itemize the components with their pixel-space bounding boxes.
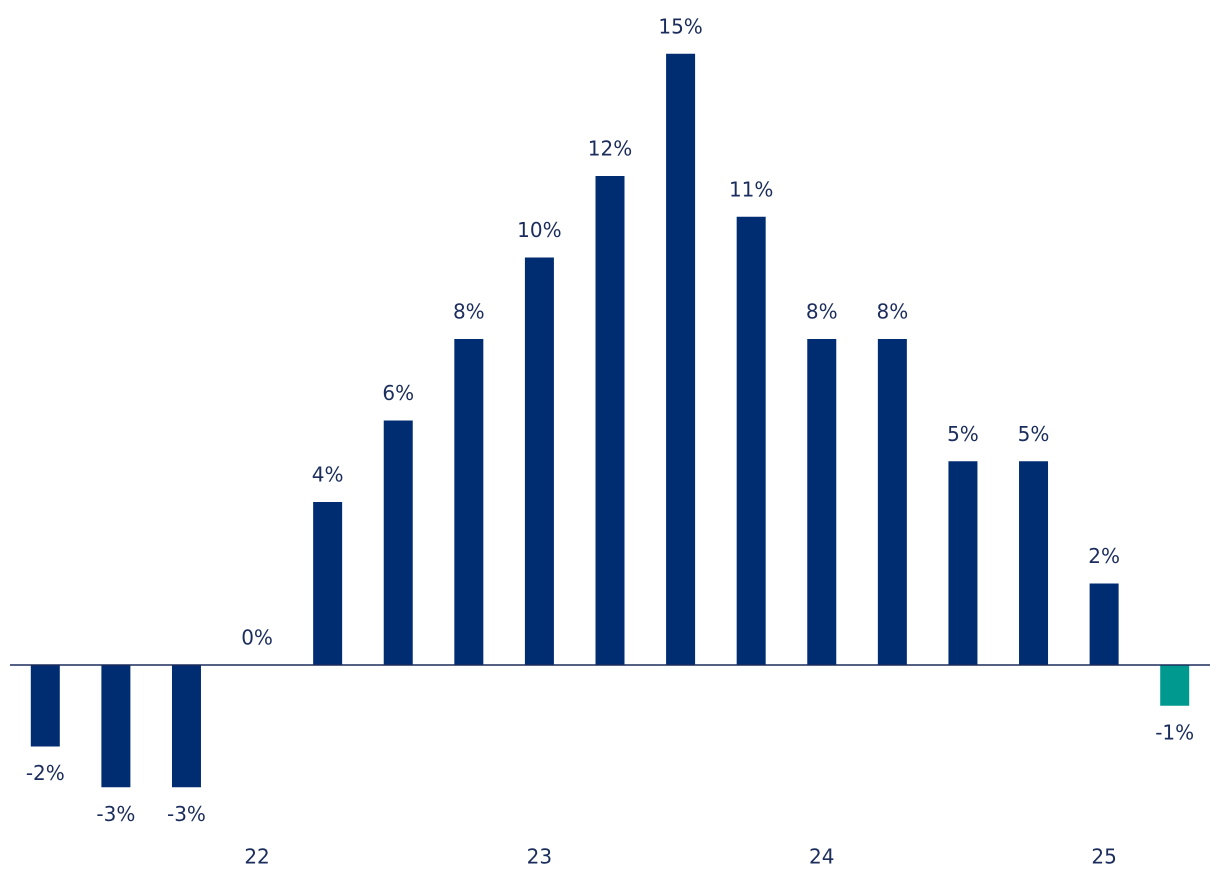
bar: [383, 420, 413, 665]
x-tick-label: 23: [527, 845, 552, 869]
value-label: 15%: [658, 14, 702, 38]
value-label: 8%: [876, 300, 908, 324]
bar: [30, 665, 60, 747]
value-label: 12%: [588, 137, 632, 161]
value-label: 5%: [1018, 422, 1050, 446]
bar: [595, 176, 625, 665]
bar: [877, 339, 907, 665]
bar: [666, 53, 696, 665]
x-tick-label: 22: [244, 845, 269, 869]
bar: [171, 665, 201, 788]
value-label: 10%: [517, 218, 561, 242]
bar: [101, 665, 131, 788]
bar: [736, 216, 766, 665]
value-label: 2%: [1088, 544, 1120, 568]
value-label: -3%: [96, 802, 135, 826]
value-label: 11%: [729, 177, 773, 201]
value-label: 6%: [382, 381, 414, 405]
bar: [807, 339, 837, 665]
value-label: 8%: [453, 300, 485, 324]
bar: [1160, 665, 1190, 706]
bar: [948, 461, 978, 665]
value-label: 4%: [312, 463, 344, 487]
bar: [313, 502, 343, 665]
x-tick-label: 24: [809, 845, 834, 869]
x-tick-label: 25: [1091, 845, 1116, 869]
value-label: 0%: [241, 626, 273, 650]
value-label: 5%: [947, 422, 979, 446]
value-label: -3%: [167, 802, 206, 826]
bar: [1019, 461, 1049, 665]
bar: [454, 339, 484, 665]
value-label: -2%: [26, 761, 65, 785]
value-label: -1%: [1155, 720, 1194, 744]
bar: [524, 257, 554, 665]
value-label: 8%: [806, 300, 838, 324]
bar: [1089, 583, 1119, 665]
